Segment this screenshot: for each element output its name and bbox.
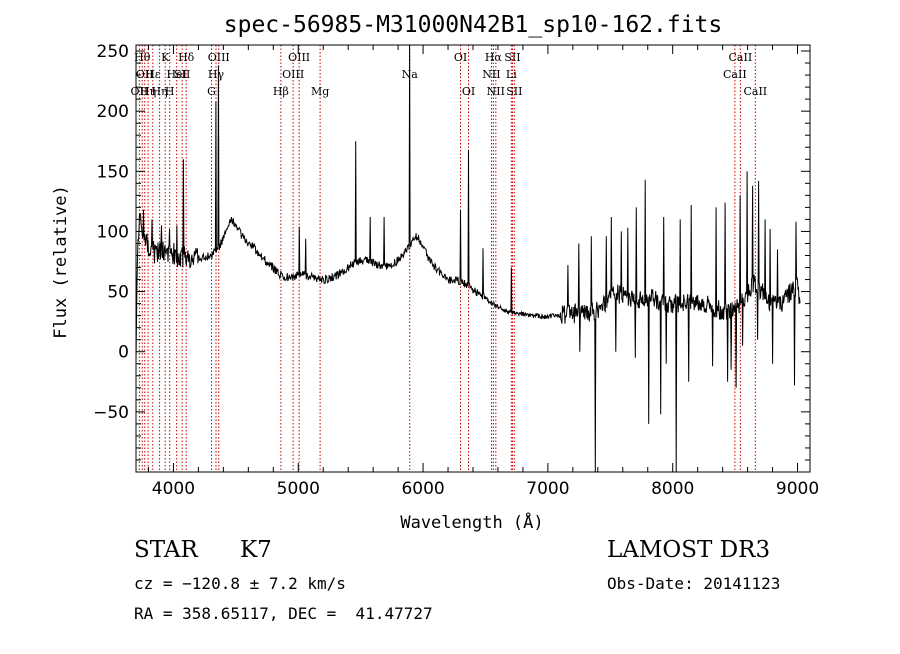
line-label: Hη bbox=[151, 85, 167, 98]
line-label: OIII bbox=[208, 51, 230, 64]
line-label: SII bbox=[174, 68, 190, 81]
y-tick-label: 250 bbox=[97, 42, 129, 62]
line-label: OII bbox=[131, 85, 149, 98]
line-label: SII bbox=[506, 85, 522, 98]
obs-date: Obs-Date: 20141123 bbox=[607, 574, 781, 593]
y-tick-label: 50 bbox=[107, 283, 129, 303]
object-class: STAR bbox=[134, 537, 198, 563]
line-label: NII bbox=[482, 68, 500, 81]
plot-frame bbox=[135, 44, 811, 473]
survey-name: LAMOST DR3 bbox=[607, 537, 771, 563]
x-tick-label: 7000 bbox=[526, 479, 569, 499]
line-label: OIII bbox=[288, 51, 310, 64]
line-label: Hδ bbox=[178, 51, 195, 64]
redshift-text: cz = −120.8 ± 7.2 km/s bbox=[134, 574, 346, 593]
line-label: Hα bbox=[485, 51, 503, 64]
line-label: Mg bbox=[311, 85, 329, 98]
line-label: G bbox=[207, 85, 216, 98]
line-label: SII bbox=[504, 51, 520, 64]
chart-title: spec-56985-M31000N42B1_sp10-162.fits bbox=[224, 12, 723, 38]
line-markers bbox=[138, 45, 756, 472]
y-tick-label: 100 bbox=[97, 222, 129, 242]
x-axis-label: Wavelength (Å) bbox=[400, 511, 543, 533]
line-label: Hθ bbox=[134, 51, 151, 64]
line-label: H bbox=[165, 85, 175, 98]
line-label: OIII bbox=[282, 68, 304, 81]
y-tick-label: 200 bbox=[97, 102, 129, 122]
line-label: OI bbox=[454, 51, 467, 64]
line-label: Hβ bbox=[273, 85, 289, 98]
x-axis-ticks: 4000 5000 6000 7000 8000 9000 bbox=[147, 45, 819, 499]
y-tick-label: −50 bbox=[93, 403, 129, 423]
coordinates: RA = 358.65117, DEC = 41.47727 bbox=[134, 604, 433, 623]
line-label: NII bbox=[487, 85, 505, 98]
line-label: CaII bbox=[743, 85, 767, 98]
x-tick-label: 9000 bbox=[776, 479, 819, 499]
line-label: Hη bbox=[140, 85, 156, 98]
object-subclass: K7 bbox=[240, 537, 272, 563]
x-tick-label: 8000 bbox=[651, 479, 694, 499]
y-axis-ticks: −50 0 50 100 150 200 250 bbox=[93, 42, 810, 461]
line-label: OI bbox=[462, 85, 475, 98]
line-label: Li bbox=[506, 68, 517, 81]
line-label: Hε bbox=[145, 68, 161, 81]
line-label: K bbox=[161, 51, 170, 64]
y-axis-label: Flux (relative) bbox=[51, 185, 71, 339]
x-tick-label: 5000 bbox=[277, 479, 320, 499]
spectrum-series-line bbox=[135, 44, 801, 473]
x-tick-label: 4000 bbox=[152, 479, 195, 499]
line-label: Hγ bbox=[208, 68, 225, 81]
line-label: CaII bbox=[729, 51, 753, 64]
y-tick-label: 150 bbox=[97, 162, 129, 182]
line-label: HeI bbox=[166, 68, 186, 81]
y-tick-label: 0 bbox=[118, 343, 129, 363]
line-label: OII bbox=[136, 68, 154, 81]
line-label: CaII bbox=[723, 68, 747, 81]
line-labels: OIIHθOIIHηHεHηKHHeISIIHδGHγOIIIHβOIIIOII… bbox=[131, 51, 768, 98]
x-tick-label: 6000 bbox=[401, 479, 444, 499]
